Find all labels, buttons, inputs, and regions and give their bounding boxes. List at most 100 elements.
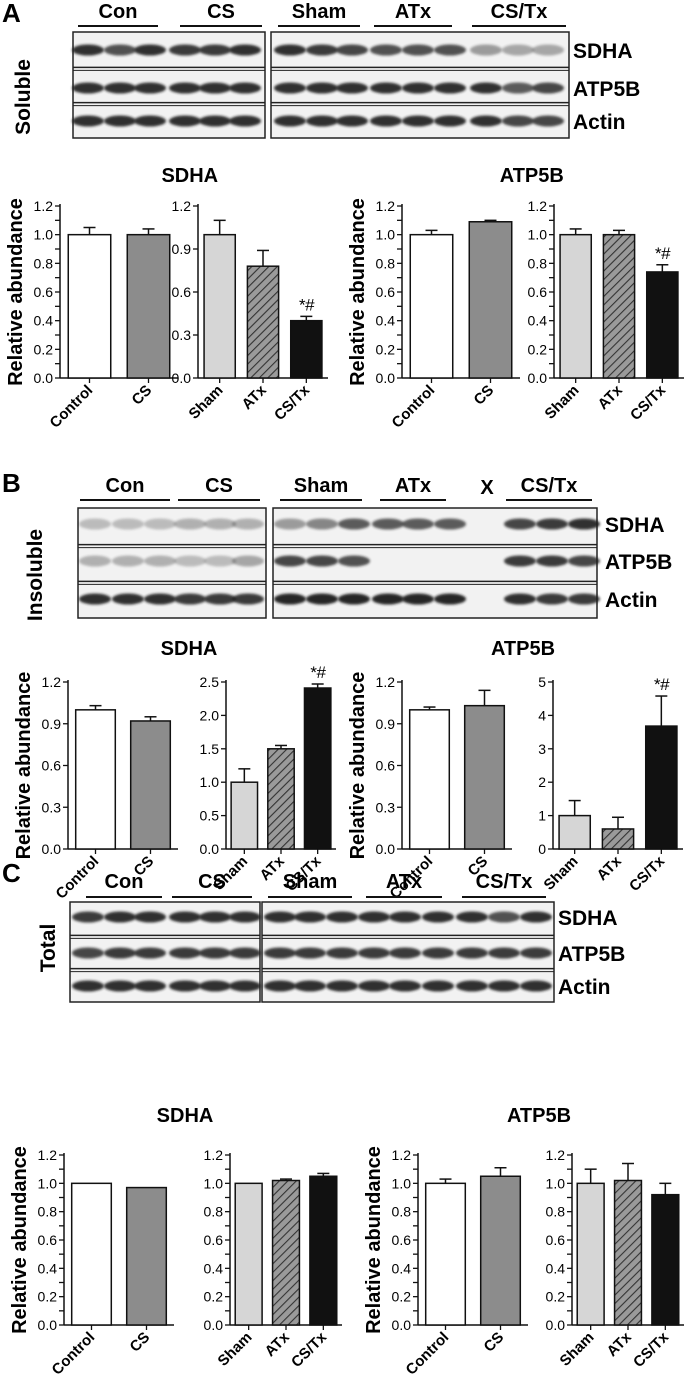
chart-title: ATP5B <box>491 638 555 660</box>
western-blot-band <box>169 115 201 127</box>
blot-group-label: CS <box>198 871 226 893</box>
bar-chart: SDHA Relative abundance 0.0 0.2 0.4 0.6 0.8 1.0… <box>9 1105 213 1379</box>
blot-membrane <box>69 901 261 1003</box>
bar-chart: 0.0 0.2 0.4 0.6 0.8 1.0 1.2 Sham ATx *# CS/Tx <box>528 198 684 424</box>
western-blot-band <box>204 593 236 605</box>
western-blot-band <box>306 593 338 605</box>
western-blot-band <box>532 115 564 127</box>
western-blot-band <box>232 555 264 567</box>
western-blot-band <box>199 82 231 94</box>
western-blot-band <box>488 947 520 959</box>
western-blot-band <box>504 593 536 605</box>
significance-label: *# <box>654 244 671 263</box>
western-blot-band <box>568 555 600 567</box>
blot-excluded-mark: X <box>480 477 494 499</box>
western-blot-band <box>104 980 136 992</box>
western-blot-band <box>306 82 338 94</box>
bar <box>70 1182 113 1326</box>
western-blot-band <box>336 44 368 56</box>
bar <box>468 221 513 379</box>
blot-row-label: ATP5B <box>573 78 640 101</box>
y-tick-label: 1.0 <box>204 1175 224 1191</box>
western-blot-band <box>306 518 338 530</box>
western-blot-band <box>199 911 231 923</box>
bar <box>309 1175 338 1326</box>
y-tick-label: 0.8 <box>38 1204 58 1220</box>
western-blot-band <box>434 82 466 94</box>
x-tick-label: CS <box>129 382 156 409</box>
fraction-label: Soluble <box>12 59 35 135</box>
bar <box>271 1179 301 1326</box>
significance-label: *# <box>653 675 670 694</box>
western-blot-band <box>402 82 434 94</box>
western-blot-band <box>358 980 390 992</box>
western-blot-band <box>372 593 404 605</box>
western-blot-band <box>532 44 564 56</box>
western-blot-band <box>229 980 261 992</box>
western-blot-band <box>274 82 306 94</box>
y-tick-label: 1.0 <box>200 774 220 790</box>
panel-letter: C <box>2 858 21 888</box>
y-tick-label: 0.0 <box>546 1317 566 1333</box>
western-blot-band <box>104 947 136 959</box>
y-tick-label: 0.8 <box>204 1204 224 1220</box>
western-blot-band <box>229 44 261 56</box>
y-tick-label: 0.0 <box>528 370 548 386</box>
western-blot-band <box>72 115 104 127</box>
y-tick-label: 1.0 <box>528 227 548 243</box>
western-blot-band <box>402 593 434 605</box>
y-tick-label: 0.4 <box>38 1260 58 1276</box>
western-blot-band <box>264 980 296 992</box>
blot-group-label: Sham <box>294 475 348 497</box>
blot-group-label: ATx <box>395 1 431 23</box>
western-blot-band <box>112 518 144 530</box>
western-blot-band <box>229 82 261 94</box>
western-blot-band <box>372 518 404 530</box>
western-blot-band <box>502 44 534 56</box>
y-tick-label: 0.2 <box>528 341 548 357</box>
chart-title: SDHA <box>157 1105 214 1127</box>
western-blot-band <box>204 518 236 530</box>
blot-row-label: SDHA <box>573 40 633 63</box>
bar <box>576 1182 605 1326</box>
western-blot-band <box>389 980 421 992</box>
western-blot-band <box>422 911 454 923</box>
bar <box>463 704 506 850</box>
y-tick-label: 0.2 <box>204 1289 224 1305</box>
x-tick-label: CS <box>481 1329 508 1356</box>
y-tick-label: 0.0 <box>392 1317 412 1333</box>
y-tick-label: 0.2 <box>34 341 54 357</box>
x-tick-label: ATx <box>604 1328 636 1360</box>
blot-group-label: Con <box>99 1 138 23</box>
blot-group-label: Sham <box>292 1 346 23</box>
x-tick-label: Control <box>53 853 103 903</box>
western-blot-band <box>338 518 370 530</box>
bar <box>67 233 112 379</box>
bar <box>408 709 451 850</box>
western-blot-band <box>144 518 176 530</box>
western-blot-band <box>326 911 358 923</box>
chart-title: ATP5B <box>500 165 564 187</box>
y-tick-label: 0.9 <box>42 716 62 732</box>
bar-chart: 0.0 0.3 0.6 0.9 1.2 Sham ATx *# CS/Tx <box>172 198 328 424</box>
blot-group-label: CS/Tx <box>491 1 548 23</box>
western-blot-band <box>568 518 600 530</box>
y-tick-label: 0.6 <box>376 758 396 774</box>
western-blot-band <box>169 911 201 923</box>
significance-label: *# <box>298 295 315 314</box>
y-tick-label: 0.6 <box>34 284 54 300</box>
blot-row-label: Actin <box>558 976 611 999</box>
blot-row-label: ATP5B <box>605 551 672 574</box>
western-blot-band <box>389 911 421 923</box>
bar <box>645 271 679 379</box>
y-tick-label: 1.0 <box>546 1175 566 1191</box>
bar <box>203 233 237 379</box>
western-blot-band <box>306 44 338 56</box>
y-tick-label: 1.2 <box>42 674 62 690</box>
western-blot-band <box>294 911 326 923</box>
y-tick-label: 0.4 <box>546 1260 566 1276</box>
y-tick-label: 0.0 <box>34 370 54 386</box>
western-blot-band <box>274 593 306 605</box>
